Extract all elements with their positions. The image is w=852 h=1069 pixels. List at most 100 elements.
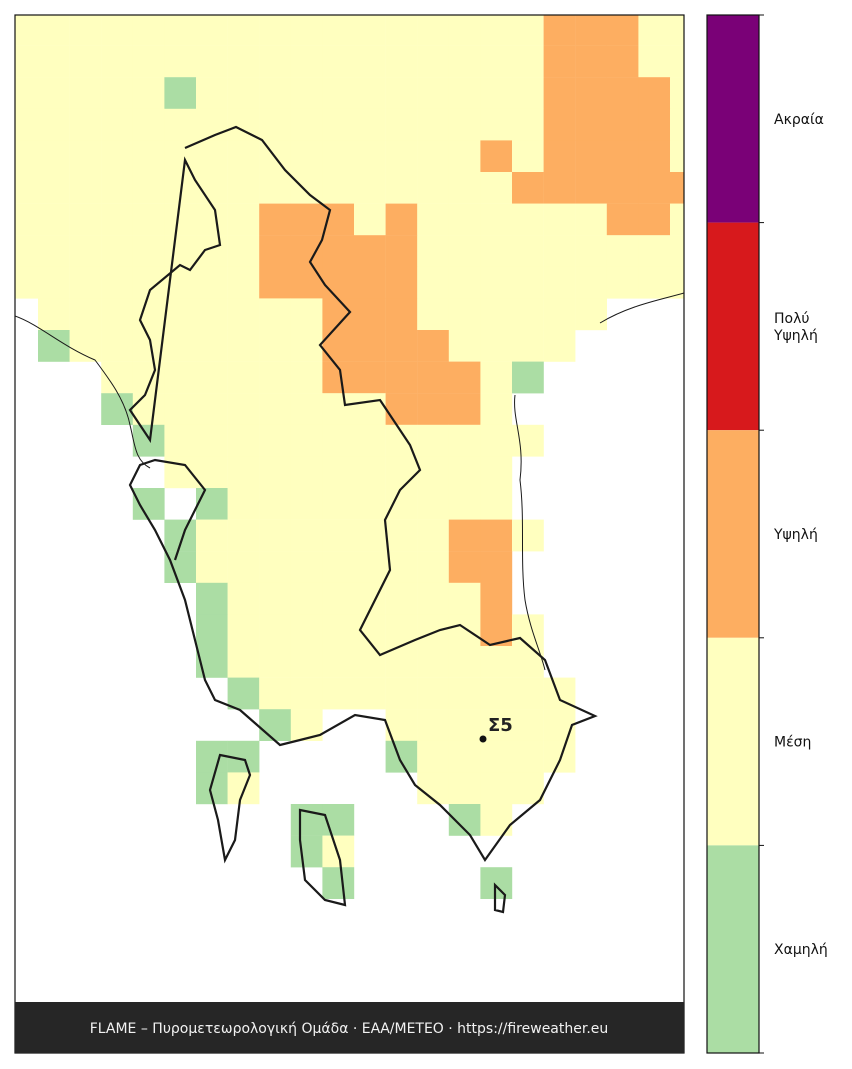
grid-cell bbox=[227, 488, 260, 520]
grid-cell bbox=[38, 108, 70, 141]
grid-cell bbox=[259, 582, 291, 615]
grid-cell bbox=[543, 108, 576, 141]
grid-cell bbox=[480, 77, 513, 109]
grid-cell bbox=[543, 740, 576, 773]
grid-cell bbox=[638, 140, 671, 173]
grid-cell bbox=[448, 488, 481, 520]
grid-cell bbox=[417, 77, 449, 109]
grid-cell bbox=[354, 424, 386, 457]
grid-cell bbox=[354, 361, 386, 394]
grid-cell bbox=[196, 77, 228, 109]
grid-cell bbox=[322, 456, 355, 489]
grid-cell bbox=[575, 108, 607, 141]
grid-cell bbox=[164, 393, 197, 425]
grid-cell bbox=[638, 172, 671, 204]
grid-cell bbox=[101, 45, 133, 78]
grid-cell bbox=[69, 77, 102, 109]
grid-cell bbox=[101, 330, 133, 362]
grid-cell bbox=[164, 235, 197, 267]
grid-cell bbox=[132, 203, 165, 236]
grid-cell bbox=[164, 108, 197, 141]
grid-cell bbox=[101, 393, 133, 425]
grid-cell bbox=[448, 740, 481, 773]
grid-cell bbox=[448, 424, 481, 457]
grid-cell bbox=[259, 614, 291, 647]
grid-cell bbox=[448, 772, 481, 805]
grid-cell bbox=[606, 266, 639, 299]
grid-cell bbox=[290, 108, 323, 141]
grid-cell bbox=[227, 172, 260, 204]
grid-cell bbox=[101, 140, 133, 173]
grid-cell bbox=[480, 330, 513, 362]
grid-cell bbox=[480, 140, 513, 173]
grid-cell bbox=[259, 646, 291, 678]
grid-cell bbox=[480, 108, 513, 141]
grid-cell bbox=[259, 709, 291, 741]
grid-cell bbox=[385, 582, 418, 615]
grid-cell bbox=[512, 646, 544, 678]
colorbar-segment bbox=[707, 15, 759, 223]
grid-cell bbox=[227, 77, 260, 109]
grid-cell bbox=[385, 519, 418, 552]
grid-cell bbox=[480, 235, 513, 267]
grid-cell bbox=[417, 298, 449, 331]
grid-cell bbox=[196, 740, 228, 773]
grid-cell bbox=[385, 45, 418, 78]
grid-cell bbox=[385, 266, 418, 299]
grid-cell bbox=[385, 330, 418, 362]
grid-cell bbox=[196, 330, 228, 362]
grid-cell bbox=[15, 172, 39, 204]
grid-cell bbox=[15, 108, 39, 141]
grid-cell bbox=[354, 15, 386, 46]
grid-cell bbox=[606, 77, 639, 109]
grid-cell bbox=[132, 172, 165, 204]
grid-cell bbox=[227, 677, 260, 710]
grid-cell bbox=[322, 582, 355, 615]
grid-cell bbox=[132, 235, 165, 267]
grid-cell bbox=[543, 77, 576, 109]
grid-cell bbox=[354, 266, 386, 299]
grid-cell bbox=[385, 235, 418, 267]
grid-cell bbox=[480, 772, 513, 805]
grid-cell bbox=[417, 551, 449, 583]
grid-cell bbox=[38, 235, 70, 267]
grid-cell bbox=[480, 266, 513, 299]
colorbar-label: Μέση bbox=[774, 735, 811, 751]
grid-cell bbox=[448, 15, 481, 46]
grid-cell bbox=[15, 77, 39, 109]
grid-cell bbox=[290, 804, 323, 836]
grid-cell bbox=[417, 235, 449, 267]
grid-cell bbox=[480, 519, 513, 552]
grid-cell bbox=[480, 298, 513, 331]
grid-cell bbox=[322, 45, 355, 78]
grid-cell bbox=[670, 15, 684, 46]
grid-cell bbox=[543, 140, 576, 173]
grid-cell bbox=[196, 45, 228, 78]
grid-cell bbox=[448, 614, 481, 647]
grid-cell bbox=[354, 140, 386, 173]
grid-cell bbox=[290, 646, 323, 678]
grid-cell bbox=[480, 740, 513, 773]
grid-cell bbox=[290, 361, 323, 394]
grid-cell bbox=[354, 677, 386, 710]
grid-cell bbox=[38, 140, 70, 173]
grid-cell bbox=[385, 551, 418, 583]
grid-cell bbox=[322, 677, 355, 710]
grid-cell bbox=[227, 15, 260, 46]
grid-cell bbox=[417, 519, 449, 552]
grid-cell bbox=[417, 488, 449, 520]
grid-cell bbox=[101, 77, 133, 109]
grid-cell bbox=[575, 77, 607, 109]
grid-cell bbox=[448, 266, 481, 299]
grid-cell bbox=[164, 203, 197, 236]
grid-cell bbox=[670, 140, 684, 173]
grid-cell bbox=[480, 646, 513, 678]
grid-cell bbox=[227, 646, 260, 678]
grid-cell bbox=[38, 77, 70, 109]
grid-cell bbox=[575, 45, 607, 78]
grid-cell bbox=[512, 519, 544, 552]
grid-cell bbox=[512, 108, 544, 141]
grid-cell bbox=[638, 203, 671, 236]
grid-cell bbox=[417, 45, 449, 78]
